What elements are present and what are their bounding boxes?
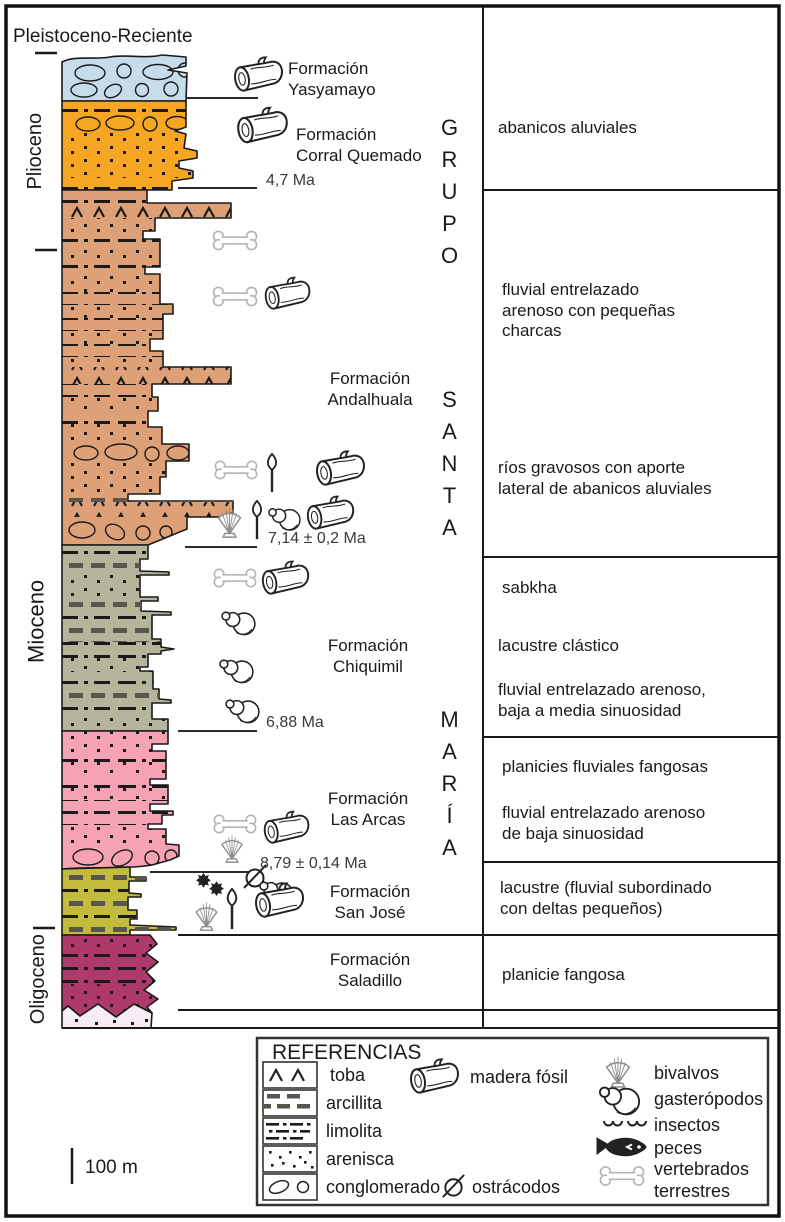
table-divider-lines <box>62 6 779 1029</box>
formation-label-yasyamayo: Formación Yasyamayo <box>288 59 376 99</box>
plant-icon <box>266 453 278 493</box>
age-label-7-14-ma: 7,14 ± 0,2 Ma <box>268 530 366 547</box>
legend-title: REFERENCIAS <box>272 1041 422 1064</box>
bivalve-shell-icon <box>195 901 218 931</box>
insects-icon <box>196 873 224 896</box>
legend-label-ostracodos: ostrácodos <box>472 1177 561 1197</box>
column-unit-las-arcas <box>61 730 180 870</box>
env-fluvial-baja-media: fluvial entrelazado arenoso, baja a medi… <box>498 680 706 720</box>
bone-icon <box>212 286 258 307</box>
legend-label-toba: toba <box>330 1065 366 1085</box>
legend-label-madera-fosil: madera fósil <box>470 1067 569 1087</box>
formation-label-saladillo: Formación Saladillo <box>329 950 411 990</box>
env-fluvial-baja-sinuosidad: fluvial entrelazado arenoso de baja sinu… <box>502 803 706 843</box>
bivalve-shell-icon <box>221 834 243 863</box>
arcillita-swatch-marks <box>264 1094 310 1109</box>
column-unit-chiquimil <box>61 544 175 732</box>
wood-fossil-icon <box>313 450 368 487</box>
legend-label-arcillita: arcillita <box>326 1093 383 1113</box>
group-label-maria: MARÍA <box>437 707 462 867</box>
gastropod-icon <box>268 507 301 531</box>
group-label-grupo: GRUPO <box>437 115 462 275</box>
figure-border <box>4 4 781 1218</box>
epoch-boundary-ticks <box>33 51 57 930</box>
env-sabkha: sabkha <box>502 578 557 597</box>
wood-fossil-icon <box>262 276 313 311</box>
env-lacustre-deltas: lacustre (fluvial subordinado con deltas… <box>500 878 712 918</box>
age-boundary-lines <box>150 97 258 873</box>
gastropod-icon <box>225 699 260 724</box>
legend-label-conglomerado: conglomerado <box>326 1177 441 1197</box>
bone-icon <box>214 460 258 480</box>
age-label-4-7-ma: 4,7 Ma <box>266 172 315 189</box>
legend-label-arenisca: arenisca <box>326 1149 395 1169</box>
wood-fossil-icon <box>259 560 312 596</box>
formation-label-andalhuala: Formación Andalhuala <box>327 369 413 409</box>
bone-icon <box>213 568 257 588</box>
epoch-label-pleistoceno: Pleistoceno-Reciente <box>13 26 193 47</box>
column-unit-san-jose <box>61 866 177 936</box>
legend-label-bivalvos: bivalvos <box>654 1063 720 1083</box>
legend-box <box>255 1036 770 1207</box>
env-rios-gravosos: ríos gravosos con aporte lateral de aban… <box>498 458 712 498</box>
env-fluvial-entrelazado-charcas: fluvial entrelazado arenoso con pequeñas… <box>502 280 675 341</box>
column-unit-saladillo <box>61 934 159 1029</box>
scale-label: 100 m <box>85 1157 138 1178</box>
arenisca-swatch-marks <box>269 1151 314 1169</box>
wood-fossil-icon <box>304 495 357 531</box>
epoch-label-oligoceno: Oligoceno <box>26 934 49 1025</box>
gastropod-icon <box>221 611 256 636</box>
column-unit-yasyamayo <box>61 54 188 102</box>
epoch-label-mioceno: Mioceno <box>23 579 49 663</box>
plant-icon <box>226 888 238 930</box>
legend-label-limolita: limolita <box>326 1121 383 1141</box>
env-lacustre-clastico: lacustre clástico <box>498 636 619 655</box>
toba-swatch-marks <box>269 1067 305 1082</box>
bone-icon <box>212 230 258 251</box>
legend-label-gasteropodos: gasterópodos <box>654 1089 764 1109</box>
column-unit-corral-quemado <box>61 100 198 191</box>
formation-label-las-arcas: Formación Las Arcas <box>327 789 409 829</box>
env-planicies-fluviales: planicies fluviales fangosas <box>502 757 709 776</box>
formation-label-san-jose: Formación San José <box>329 882 411 922</box>
legend-label-insectos: insectos <box>654 1115 721 1135</box>
bone-icon <box>213 814 257 834</box>
wood-fossil-icon <box>231 56 286 93</box>
epoch-label-plioceno: Plioceno <box>23 112 46 190</box>
env-abanicos-aluviales: abanicos aluviales <box>498 118 637 137</box>
wood-fossil-icon <box>234 106 291 145</box>
formation-label-corral-quemado: Formación Corral Quemado <box>296 125 422 165</box>
limolita-swatch-marks <box>266 1123 311 1140</box>
age-label-8-79-ma: 8,79 ± 0,14 Ma <box>260 855 367 872</box>
plant-icon <box>251 500 263 540</box>
group-label-santa: SANTA <box>437 387 462 547</box>
gastropod-icon <box>219 659 254 684</box>
conglomerado-swatch-marks <box>268 1179 310 1195</box>
column-unit-andalhuala <box>61 189 234 546</box>
legend-label-peces: peces <box>654 1138 703 1158</box>
env-planicie-fangosa: planicie fangosa <box>502 965 625 984</box>
legend-label-vertebrados: vertebrados terrestres <box>654 1159 750 1201</box>
formation-label-chiquimil: Formación Chiquimil <box>327 636 409 676</box>
age-label-6-88-ma: 6,88 Ma <box>266 714 324 731</box>
